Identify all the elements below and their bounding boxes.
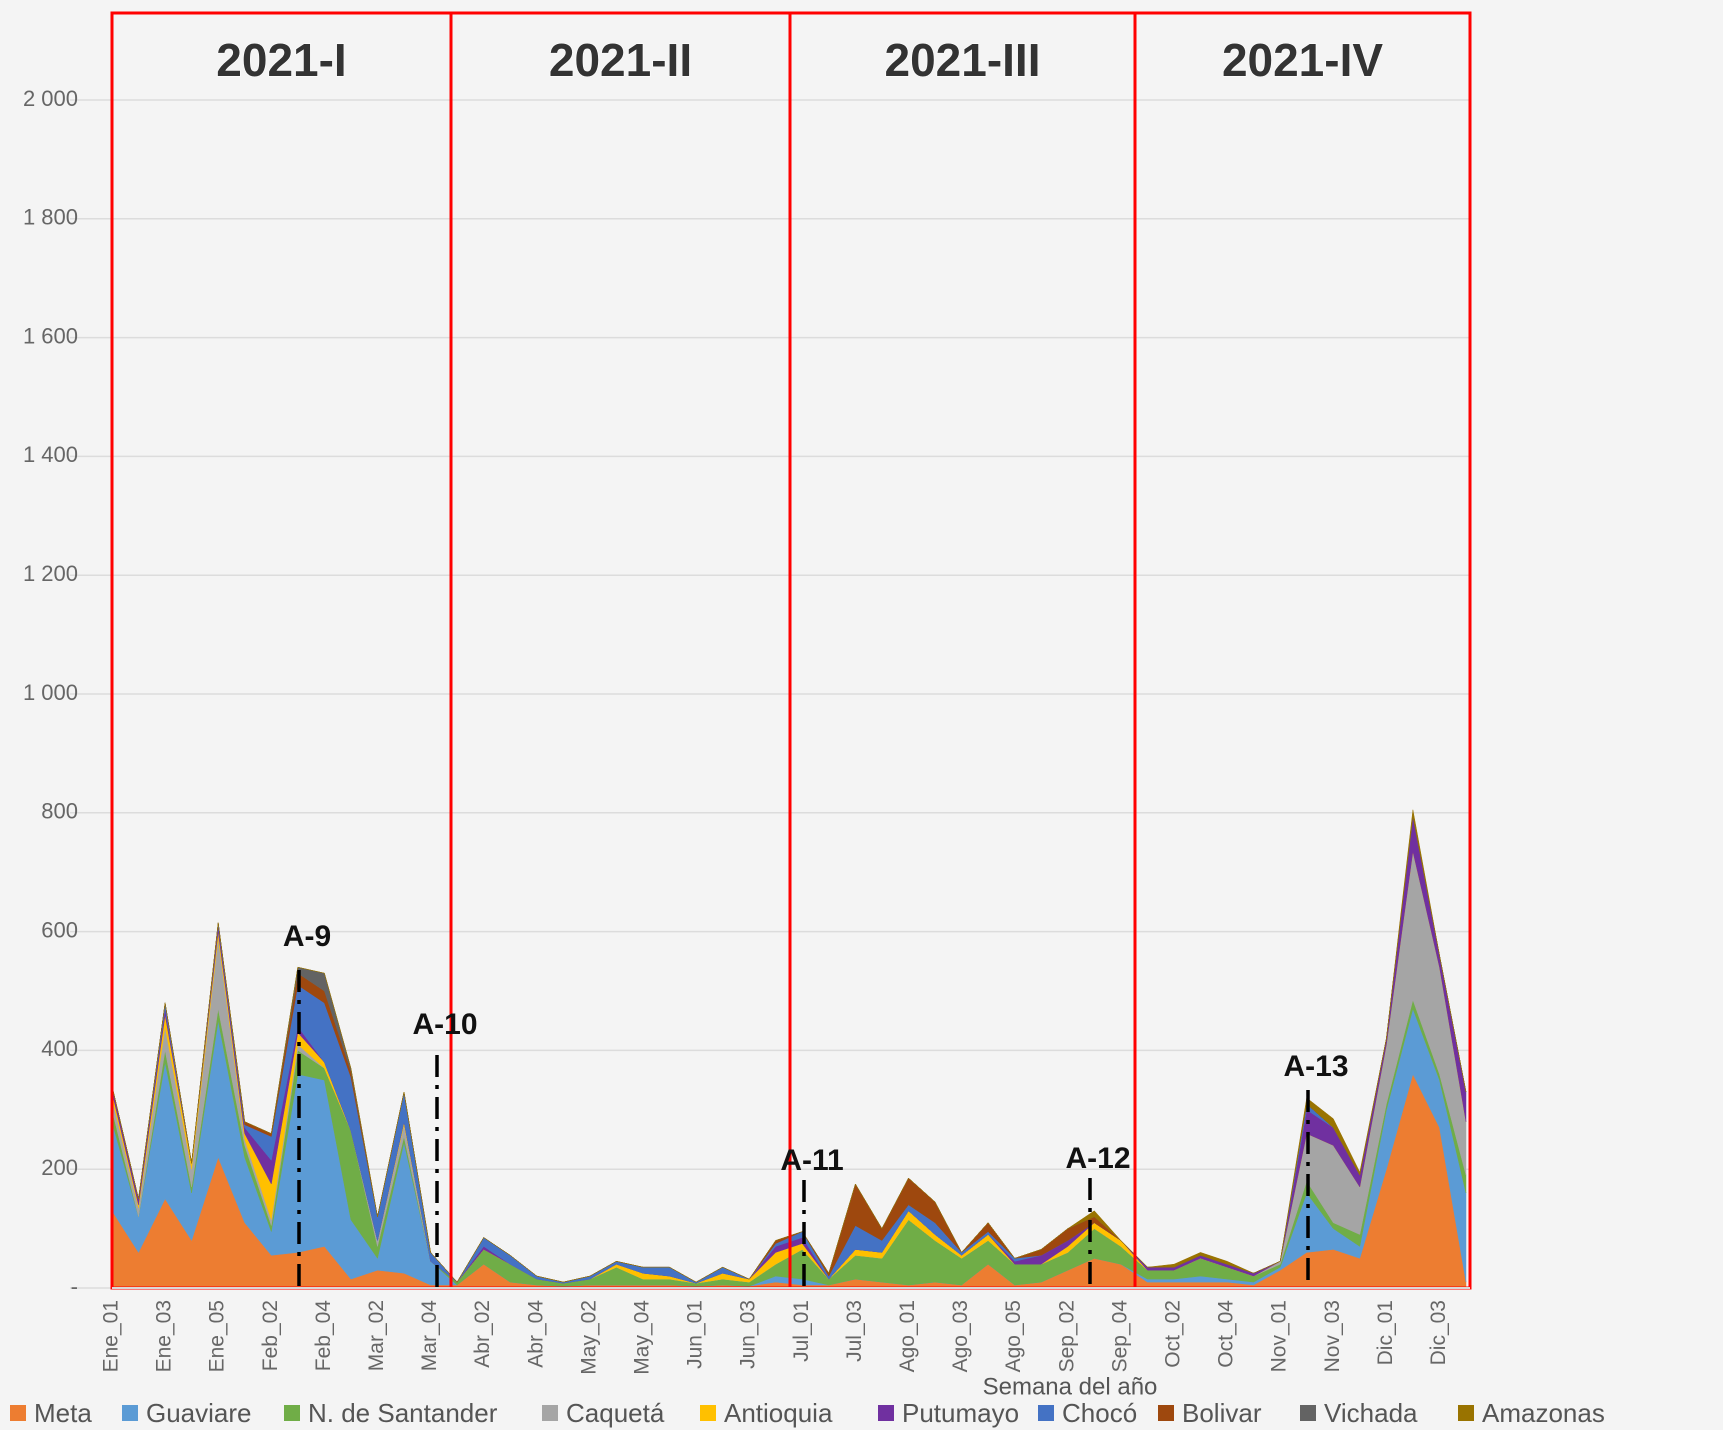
x-tick-label: Jul_01	[790, 1300, 813, 1362]
legend-swatch	[284, 1405, 300, 1421]
y-tick-label: 1 600	[23, 323, 78, 348]
x-tick-label: Jun_01	[684, 1300, 707, 1369]
y-tick-label: 800	[41, 799, 78, 824]
x-tick-label: Jun_03	[737, 1300, 760, 1369]
y-tick-label: 400	[41, 1036, 78, 1061]
x-tick-label: Feb_04	[312, 1300, 335, 1372]
annotation-label: A-9	[283, 920, 331, 953]
legend-swatch	[1038, 1405, 1054, 1421]
y-tick-label: 200	[41, 1155, 78, 1180]
legend-label: Bolivar	[1182, 1398, 1262, 1428]
x-tick-label: Jul_03	[843, 1300, 866, 1362]
legend-label: Caquetá	[566, 1398, 665, 1428]
x-tick-label: Sep_04	[1108, 1300, 1131, 1373]
legend-swatch	[10, 1405, 26, 1421]
y-tick-label: -	[71, 1274, 78, 1299]
y-tick-label: 1 400	[23, 442, 78, 467]
legend-label: N. de Santander	[308, 1398, 498, 1428]
legend-label: Antioquia	[724, 1398, 833, 1428]
x-tick-label: Ene_03	[153, 1300, 176, 1372]
legend-label: Meta	[34, 1398, 92, 1428]
period-label: 2021-I	[216, 34, 346, 86]
x-tick-label: Ago_05	[1002, 1300, 1025, 1372]
annotation-label: A-10	[412, 1008, 477, 1041]
x-tick-label: Abr_04	[524, 1300, 547, 1368]
area	[111, 809, 1467, 1283]
x-tick-label: Ago_01	[896, 1300, 919, 1372]
legend-label: Amazonas	[1482, 1398, 1605, 1428]
period-label: 2021-III	[885, 34, 1041, 86]
legend-swatch	[1458, 1405, 1474, 1421]
legend-swatch	[700, 1405, 716, 1421]
y-tick-label: 1 000	[23, 680, 78, 705]
x-tick-label: Sep_02	[1055, 1300, 1078, 1372]
y-tick-label: 600	[41, 917, 78, 942]
legend-label: Chocó	[1062, 1398, 1137, 1428]
x-tick-label: Nov_03	[1321, 1300, 1344, 1372]
y-tick-label: 1 800	[23, 205, 78, 230]
legend-swatch	[1158, 1405, 1174, 1421]
legend-swatch	[878, 1405, 894, 1421]
period-label: 2021-IV	[1222, 34, 1383, 86]
legend-swatch	[122, 1405, 138, 1421]
x-tick-label: Mar_04	[418, 1300, 441, 1372]
y-tick-label: 1 200	[23, 561, 78, 586]
legend-swatch	[542, 1405, 558, 1421]
annotation-label: A-12	[1065, 1142, 1130, 1175]
x-tick-label: Nov_01	[1268, 1300, 1291, 1372]
x-axis-title: Semana del año	[983, 1373, 1158, 1400]
x-tick-label: Feb_02	[259, 1300, 282, 1371]
x-tick-label: Ago_03	[949, 1300, 972, 1372]
x-tick-label: Oct_04	[1215, 1300, 1238, 1368]
x-tick-label: May_02	[577, 1300, 600, 1375]
annotation-label: A-13	[1283, 1050, 1348, 1083]
legend-label: Putumayo	[902, 1398, 1019, 1428]
annotation-label: A-11	[780, 1144, 843, 1177]
x-tick-label: Dic_01	[1374, 1300, 1397, 1365]
x-tick-label: Mar_02	[365, 1300, 388, 1371]
x-tick-label: Dic_03	[1427, 1300, 1450, 1365]
legend-label: Guaviare	[146, 1398, 252, 1428]
x-tick-label: Ene_01	[100, 1300, 123, 1372]
x-tick-label: Abr_02	[471, 1300, 494, 1368]
x-tick-label: Ene_05	[206, 1300, 229, 1372]
legend-label: Vichada	[1324, 1398, 1418, 1428]
y-tick-label: 2 000	[23, 86, 78, 111]
x-tick-label: Oct_02	[1162, 1300, 1185, 1368]
x-tick-label: May_04	[631, 1300, 654, 1375]
legend-swatch	[1300, 1405, 1316, 1421]
period-label: 2021-II	[549, 34, 692, 86]
